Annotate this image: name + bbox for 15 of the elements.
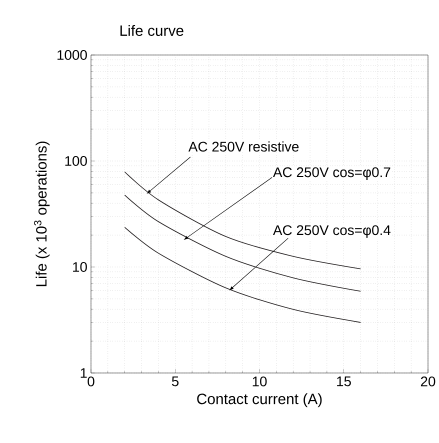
y-tick-label: 1000	[57, 50, 87, 60]
y-tick-label: 100	[65, 156, 87, 166]
annotation: AC 250V resistive	[188, 141, 299, 152]
y-tick-label: 10	[72, 262, 87, 272]
x-tick-label: 5	[172, 376, 179, 386]
y-axis-title: Life (x 10$^{3}$ operations)	[34, 142, 50, 286]
x-tick-label: 10	[252, 376, 267, 386]
chart-title: Life curve	[120, 24, 184, 36]
x-tick-label: 0	[88, 376, 94, 386]
x-tick-label: 20	[420, 376, 436, 386]
y-tick-label: 1	[80, 368, 87, 378]
annotation: AC 250V cos=φ0.4	[272, 225, 390, 238]
annotation: AC 250V cos=φ0.7	[272, 167, 390, 180]
x-axis-title: Contact current (A)	[197, 393, 322, 408]
x-tick-label: 15	[337, 376, 351, 386]
